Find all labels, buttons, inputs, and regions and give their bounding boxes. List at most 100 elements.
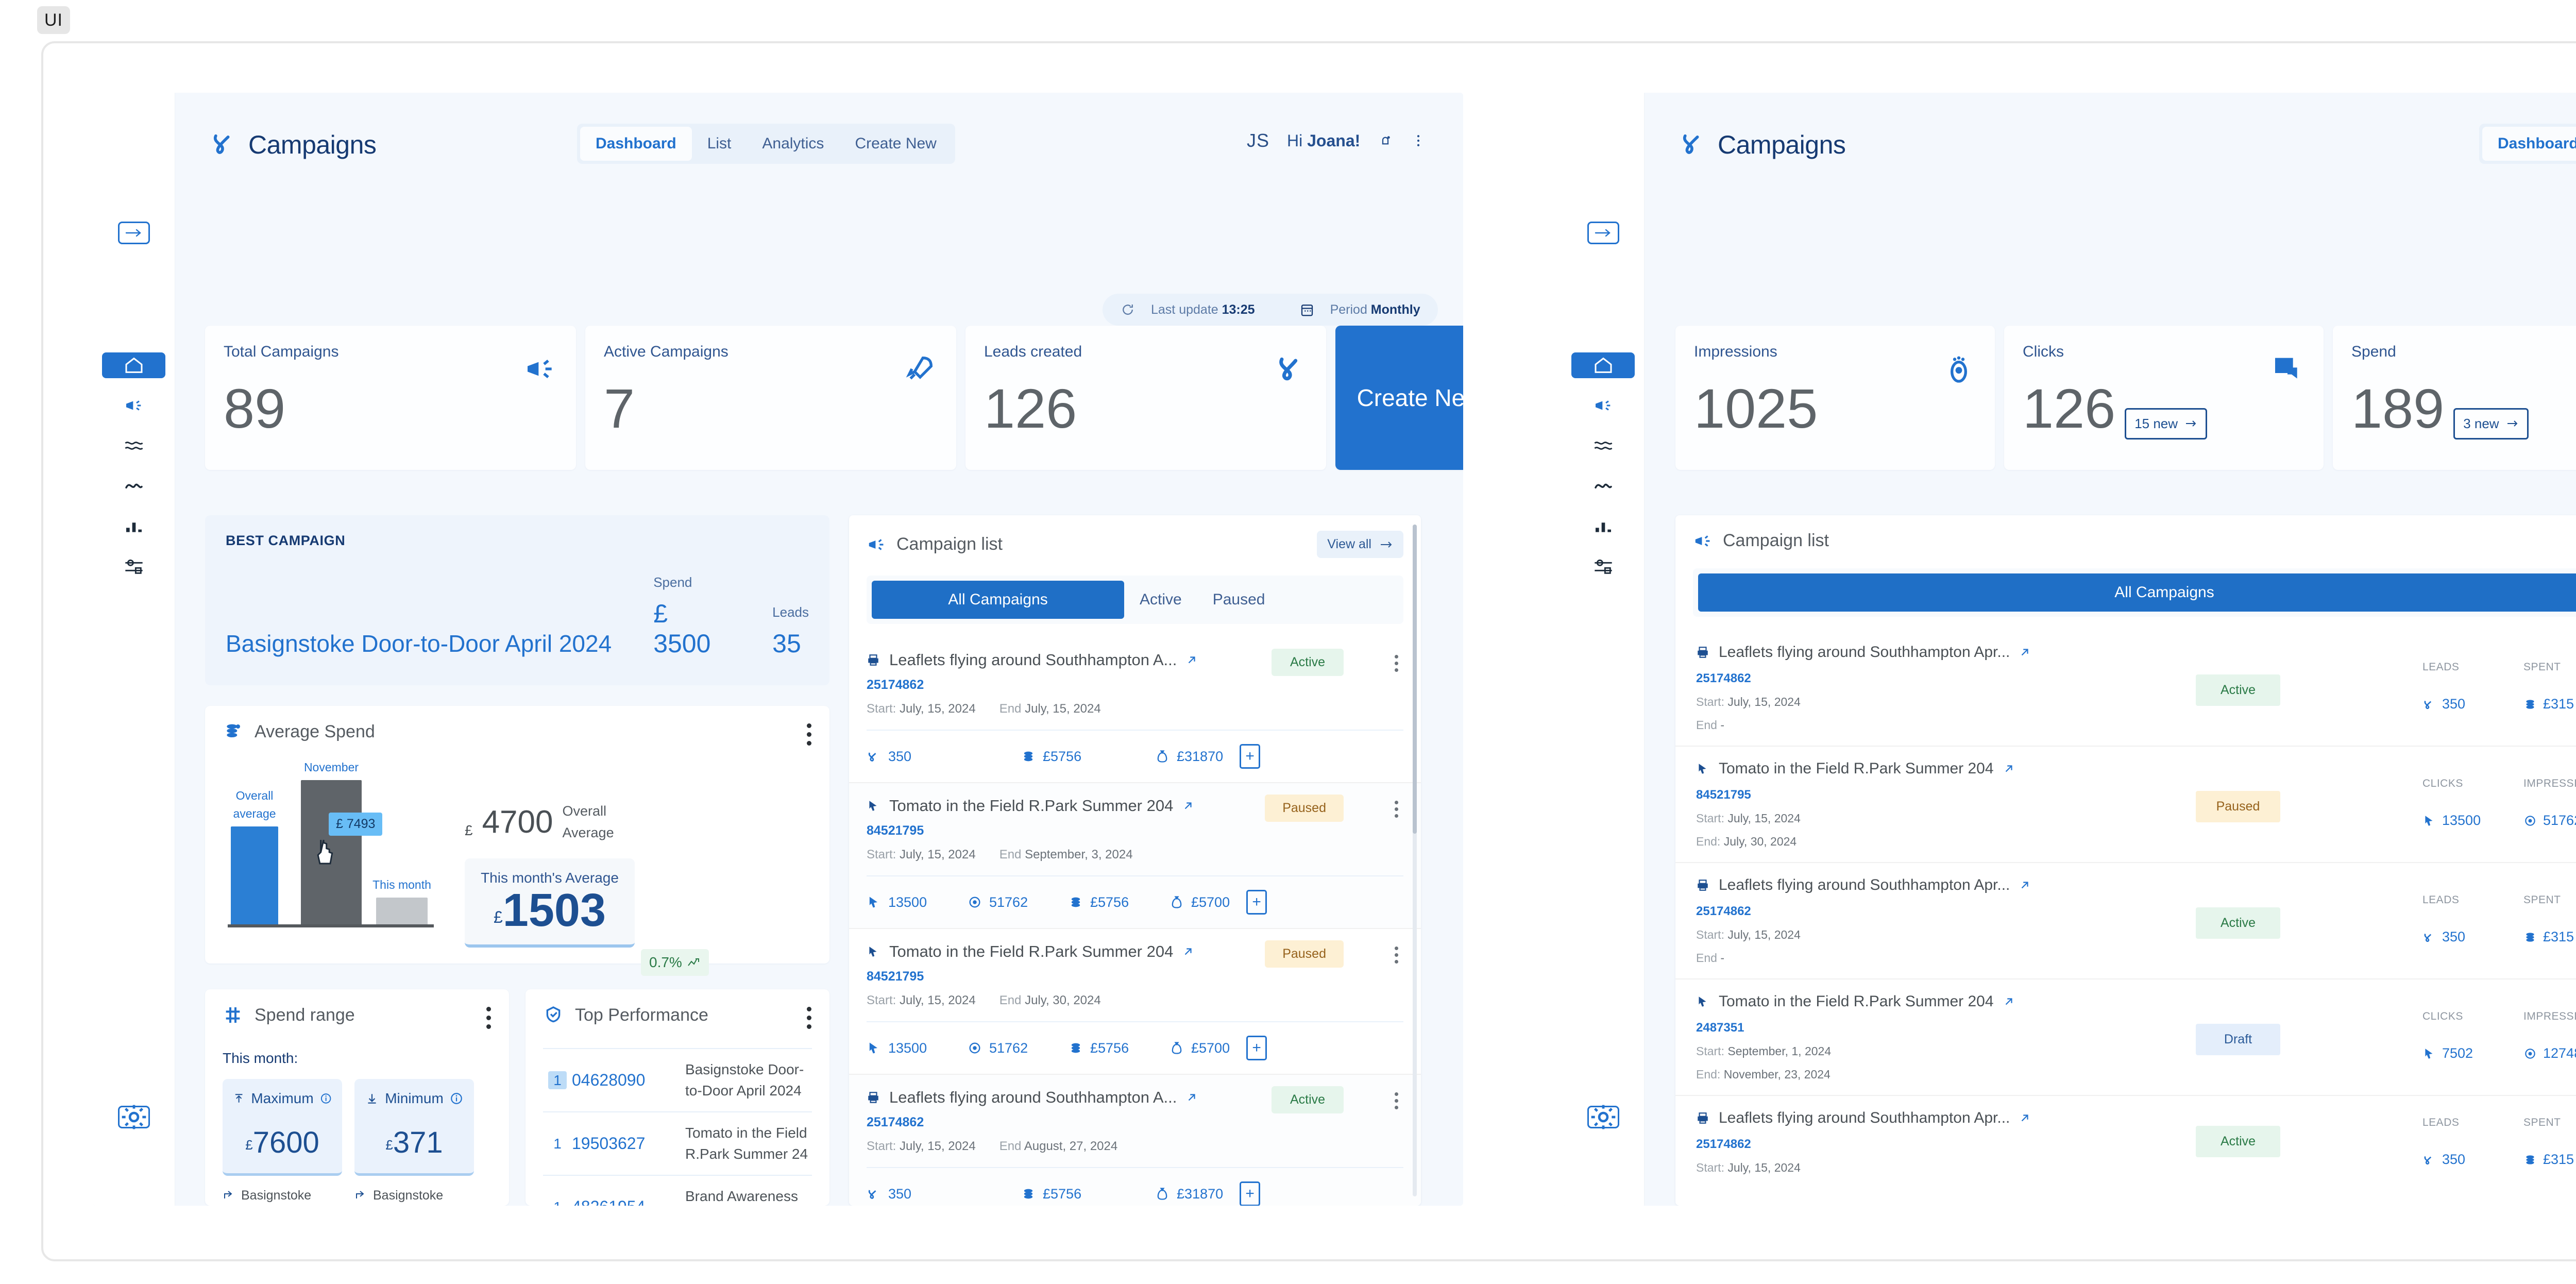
table-row[interactable]: 1 48261954 Brand Awareness Month October [543, 1175, 812, 1206]
row-kebab[interactable] [1395, 801, 1398, 821]
spend-new-badge[interactable]: 3 new [2453, 408, 2529, 440]
sidebar-item-campaigns[interactable] [1562, 385, 1644, 426]
status-badge: Active [1272, 1086, 1344, 1113]
stat-card-active-campaigns[interactable]: Active Campaigns 7 [585, 326, 956, 470]
campaign-rows: Leaflets flying around Southhampton A...… [849, 637, 1421, 1206]
cursor-icon [869, 947, 877, 957]
tab-dashboard[interactable]: Dashboard [580, 127, 692, 161]
home-icon [1595, 357, 1612, 373]
campaign-row[interactable]: Tomato in the Field R.Park Summer 204 84… [849, 928, 1421, 1074]
add-budget-button[interactable]: + [1246, 890, 1267, 915]
tab-list[interactable]: List [707, 135, 732, 152]
row-kebab[interactable] [1395, 1092, 1398, 1112]
campaign-row[interactable]: Tomato in the Field R.Park Summer 204 84… [1675, 746, 2576, 862]
sidebar-item-home[interactable] [1562, 345, 1644, 385]
avatar[interactable]: JS [1247, 130, 1270, 151]
row-kebab[interactable] [1395, 947, 1398, 967]
sidebar-item-flows[interactable] [93, 426, 175, 466]
segment-active[interactable]: Active [1140, 591, 1182, 608]
row-kebab[interactable] [1395, 655, 1398, 675]
campaign-row[interactable]: Leaflets flying around Southhampton A...… [849, 637, 1421, 782]
add-budget-button[interactable]: + [1240, 1181, 1261, 1206]
sidebar-item-leads[interactable] [93, 466, 175, 506]
average-spend-kebab[interactable] [807, 723, 812, 750]
stat-card-spend[interactable]: Spend 189 3 new [2333, 326, 2576, 470]
create-new-button[interactable]: Create New [1335, 326, 1463, 470]
segment-paused[interactable]: Paused [1212, 591, 1265, 608]
refresh-icon[interactable] [1120, 302, 1136, 317]
top-performance-kebab[interactable] [807, 1007, 812, 1033]
megaphone-icon [869, 538, 884, 550]
external-link-icon[interactable] [1186, 1092, 1197, 1103]
external-link-icon[interactable] [2003, 763, 2014, 774]
chart-bar-overall-average[interactable]: Overall average [231, 789, 278, 924]
info-icon[interactable] [450, 1092, 463, 1105]
segment-all-campaigns[interactable]: All Campaigns [1698, 573, 2576, 612]
row-metrics: 13500 51762 £5756 £5700 [867, 1021, 1403, 1060]
brand: Campaigns [1680, 130, 1846, 160]
sidebar-item-home[interactable] [93, 345, 175, 385]
stat-card-impressions[interactable]: Impressions 1025 [1675, 326, 1995, 470]
best-campaign-leads: Leads 35 [772, 604, 809, 658]
sidebar-item-analytics[interactable] [1562, 506, 1644, 546]
best-campaign-card[interactable]: BEST CAMPAIGN Basignstoke Door-to-Door A… [205, 515, 829, 685]
external-link-icon[interactable] [1182, 800, 1194, 812]
kebab-menu-icon[interactable] [1411, 133, 1426, 148]
notification-bell-icon[interactable] [1378, 133, 1393, 148]
coins-stack-icon [1024, 751, 1033, 762]
sidebar-item-settings[interactable] [93, 546, 175, 586]
maximum-note[interactable]: Basignstoke Door-to-Door April 2024 [223, 1186, 342, 1206]
campaign-list-scrollbar[interactable] [1413, 525, 1417, 1196]
period[interactable]: Period Monthly [1330, 302, 1420, 317]
sidebar-item-leads[interactable] [1562, 466, 1644, 506]
bar-chart-icon [1595, 522, 1611, 532]
view-all-button[interactable]: View all [1317, 531, 1403, 558]
external-link-icon[interactable] [1182, 946, 1194, 957]
external-link-icon[interactable] [2003, 996, 2014, 1007]
tab-analytics[interactable]: Analytics [762, 135, 824, 152]
tab-dashboard[interactable]: Dashboard [2482, 127, 2576, 161]
table-row[interactable]: 1 19503627 Tomato in the Field R.Park Su… [543, 1111, 812, 1175]
chart-bar-this-month[interactable]: This month [372, 878, 431, 924]
tab-create-new[interactable]: Create New [855, 135, 937, 152]
badge-check-icon [546, 1006, 561, 1023]
sidebar-settings-button[interactable] [117, 1105, 150, 1129]
external-link-icon[interactable] [2019, 880, 2030, 891]
brand: Campaigns [210, 130, 377, 160]
squiggle-icon [868, 752, 876, 762]
sidebar-item-flows[interactable] [1562, 426, 1644, 466]
sidebar-collapse-button[interactable] [1587, 222, 1619, 244]
sidebar-item-campaigns[interactable] [93, 385, 175, 426]
metric-clicks: CLICKS 13500 [2422, 778, 2481, 828]
external-link-icon[interactable] [2019, 1112, 2030, 1124]
campaign-row[interactable]: Leaflets flying around Southhampton Apr.… [1675, 630, 2576, 746]
campaign-row[interactable]: Tomato in the Field R.Park Summer 204 84… [849, 782, 1421, 928]
clicks-new-badge[interactable]: 15 new [2125, 408, 2208, 440]
stat-card-leads-created[interactable]: Leads created 126 [965, 326, 1326, 470]
campaign-row[interactable]: Leaflets flying around Southhampton A...… [849, 1074, 1421, 1206]
info-icon[interactable] [320, 1092, 332, 1105]
spend-range-kebab[interactable] [486, 1007, 492, 1033]
sidebar-settings-button[interactable] [1587, 1105, 1619, 1129]
sidebar [1562, 93, 1645, 1206]
campaign-row[interactable]: Leaflets flying around Southhampton Apr.… [1675, 862, 2576, 978]
table-row[interactable]: 1 04628090 Basignstoke Door-to-Door Apri… [543, 1048, 812, 1111]
stat-card-clicks[interactable]: Clicks 126 15 new [2004, 326, 2324, 470]
add-budget-button[interactable]: + [1240, 744, 1261, 769]
stat-card-total-campaigns[interactable]: Total Campaigns 89 [205, 326, 576, 470]
best-campaign-name[interactable]: Basignstoke Door-to-Door April 2024 [226, 630, 612, 657]
sidebar-item-settings[interactable] [1562, 546, 1644, 586]
add-budget-button[interactable]: + [1246, 1036, 1267, 1060]
coins-stack-icon [227, 724, 240, 737]
sidebar-collapse-button[interactable] [117, 222, 150, 244]
metric-leads: 350 [867, 1186, 1021, 1202]
spend-range-header: Spend range [223, 1005, 492, 1025]
campaign-row[interactable]: Tomato in the Field R.Park Summer 204 24… [1675, 978, 2576, 1095]
segment-all-campaigns[interactable]: All Campaigns [872, 581, 1124, 619]
campaign-row[interactable]: Leaflets flying around Southhampton Apr.… [1675, 1095, 2576, 1204]
sidebar-item-analytics[interactable] [93, 506, 175, 546]
minimum-note[interactable]: Basignstoke Door-to-Door April 2024 [354, 1186, 474, 1206]
external-link-icon[interactable] [1186, 654, 1197, 666]
external-link-icon[interactable] [2019, 647, 2030, 658]
scrollbar-thumb[interactable] [1413, 525, 1417, 834]
